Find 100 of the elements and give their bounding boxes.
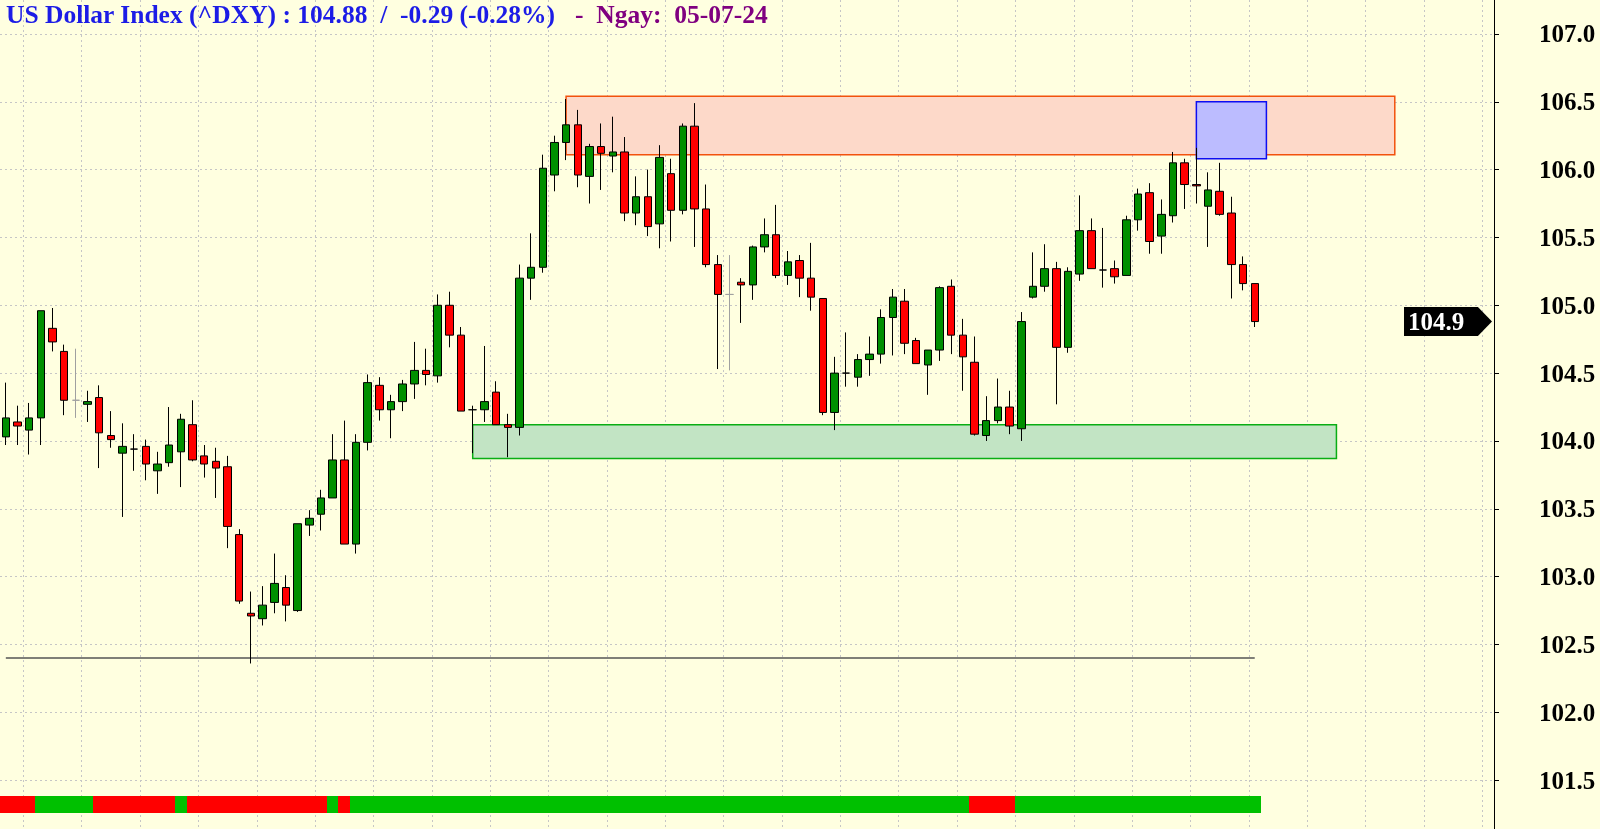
candlestick	[422, 348, 430, 386]
candlestick	[1029, 251, 1037, 299]
candlestick	[772, 204, 780, 279]
y-tick-label: 106.5	[1539, 88, 1596, 116]
candlestick	[37, 310, 45, 446]
candlestick	[632, 175, 640, 226]
candlestick	[1075, 194, 1084, 282]
candlestick	[363, 373, 372, 451]
candlestick	[188, 399, 197, 462]
candlestick	[889, 288, 897, 356]
candlestick	[760, 217, 769, 253]
candlestick	[1157, 198, 1166, 255]
y-tick-label: 104.0	[1539, 427, 1596, 455]
candlestick	[994, 378, 1002, 424]
y-tick-label: 103.5	[1539, 495, 1596, 523]
candlestick	[784, 250, 792, 286]
candlestick	[900, 288, 909, 355]
candlestick	[982, 395, 990, 442]
y-tick-label: 101.5	[1539, 766, 1596, 794]
candlestick	[457, 326, 465, 412]
candlestick	[620, 136, 629, 222]
candlestick	[328, 433, 337, 499]
candlestick	[107, 410, 115, 449]
y-tick-label: 104.5	[1539, 359, 1596, 387]
y-tick-label: 102.0	[1539, 698, 1596, 726]
candlestick	[130, 433, 138, 472]
y-tick-label: 107.0	[1539, 20, 1596, 48]
candlestick	[1005, 390, 1014, 435]
candlestick	[1052, 261, 1061, 405]
candlestick	[492, 380, 500, 426]
candlestick	[609, 116, 617, 173]
candlestick	[1064, 266, 1072, 354]
candlestick	[340, 420, 349, 545]
candlestick	[48, 307, 57, 352]
candlestick	[177, 413, 185, 488]
candlestick	[1110, 260, 1119, 285]
y-tick-label: 102.5	[1539, 630, 1596, 658]
candlestick	[1204, 171, 1212, 248]
candlestick	[597, 122, 605, 191]
candlestick	[212, 447, 220, 499]
candlestick	[795, 254, 804, 298]
candlestick	[433, 293, 442, 384]
candlestick	[1251, 283, 1259, 328]
candlestick	[562, 98, 570, 161]
y-tick-label: 103.0	[1539, 563, 1596, 591]
candlestick	[690, 102, 699, 248]
candlestick	[585, 143, 594, 205]
candlestick	[1227, 196, 1236, 299]
candlestick	[830, 356, 839, 431]
candlestick	[935, 285, 944, 362]
candlestick	[445, 291, 454, 348]
candlestick	[352, 433, 360, 555]
candlestick	[247, 591, 255, 664]
candlestick	[387, 394, 395, 439]
candlestick	[877, 308, 885, 365]
candlestick	[270, 553, 279, 614]
y-tick-label: 106.0	[1539, 156, 1596, 184]
candlestick	[737, 277, 745, 324]
candlestick	[702, 184, 710, 268]
candlestick	[223, 455, 232, 549]
candlestick	[970, 335, 979, 437]
candlestick	[959, 318, 967, 392]
candlestick	[410, 341, 419, 400]
candlestick	[725, 254, 734, 371]
candlestick	[854, 353, 862, 388]
candlestick	[1017, 311, 1026, 442]
chart-subtitle: - Ngay: 05-07-24	[575, 0, 768, 29]
candlestick	[398, 379, 407, 412]
candlestick	[293, 523, 302, 613]
candlestick	[807, 242, 815, 312]
candlestick	[527, 232, 535, 301]
candlestick	[165, 406, 173, 468]
candlestick	[1099, 227, 1107, 289]
candlestick	[317, 489, 325, 532]
candlestick	[258, 585, 267, 626]
candlestick	[1087, 217, 1096, 270]
candlestick	[1239, 255, 1247, 291]
candlestick	[550, 135, 559, 192]
candlestick	[1134, 188, 1142, 232]
candlestick	[25, 402, 33, 456]
candlestick	[153, 451, 162, 495]
candlestick	[924, 349, 932, 396]
candlestick	[1169, 151, 1177, 224]
candlestick	[819, 297, 827, 416]
candlestick	[480, 345, 489, 423]
label-tag: 104.9	[1404, 307, 1492, 337]
candlestick	[947, 279, 955, 355]
candlestick	[142, 439, 150, 481]
candlestick	[865, 335, 874, 377]
candlestick	[95, 384, 103, 469]
y-tick-label: 105.5	[1539, 223, 1596, 251]
candlestick	[1040, 243, 1049, 293]
candlestick	[282, 574, 290, 622]
candlestick	[667, 158, 675, 243]
candlestick	[539, 154, 547, 274]
candlestick	[655, 144, 664, 249]
candlestick	[1145, 182, 1154, 255]
candlestick	[72, 348, 80, 419]
candlestick	[842, 331, 850, 388]
chart-title: US Dollar Index (^DXY) : 104.88 / -0.29 (-0.28%)	[6, 0, 556, 29]
